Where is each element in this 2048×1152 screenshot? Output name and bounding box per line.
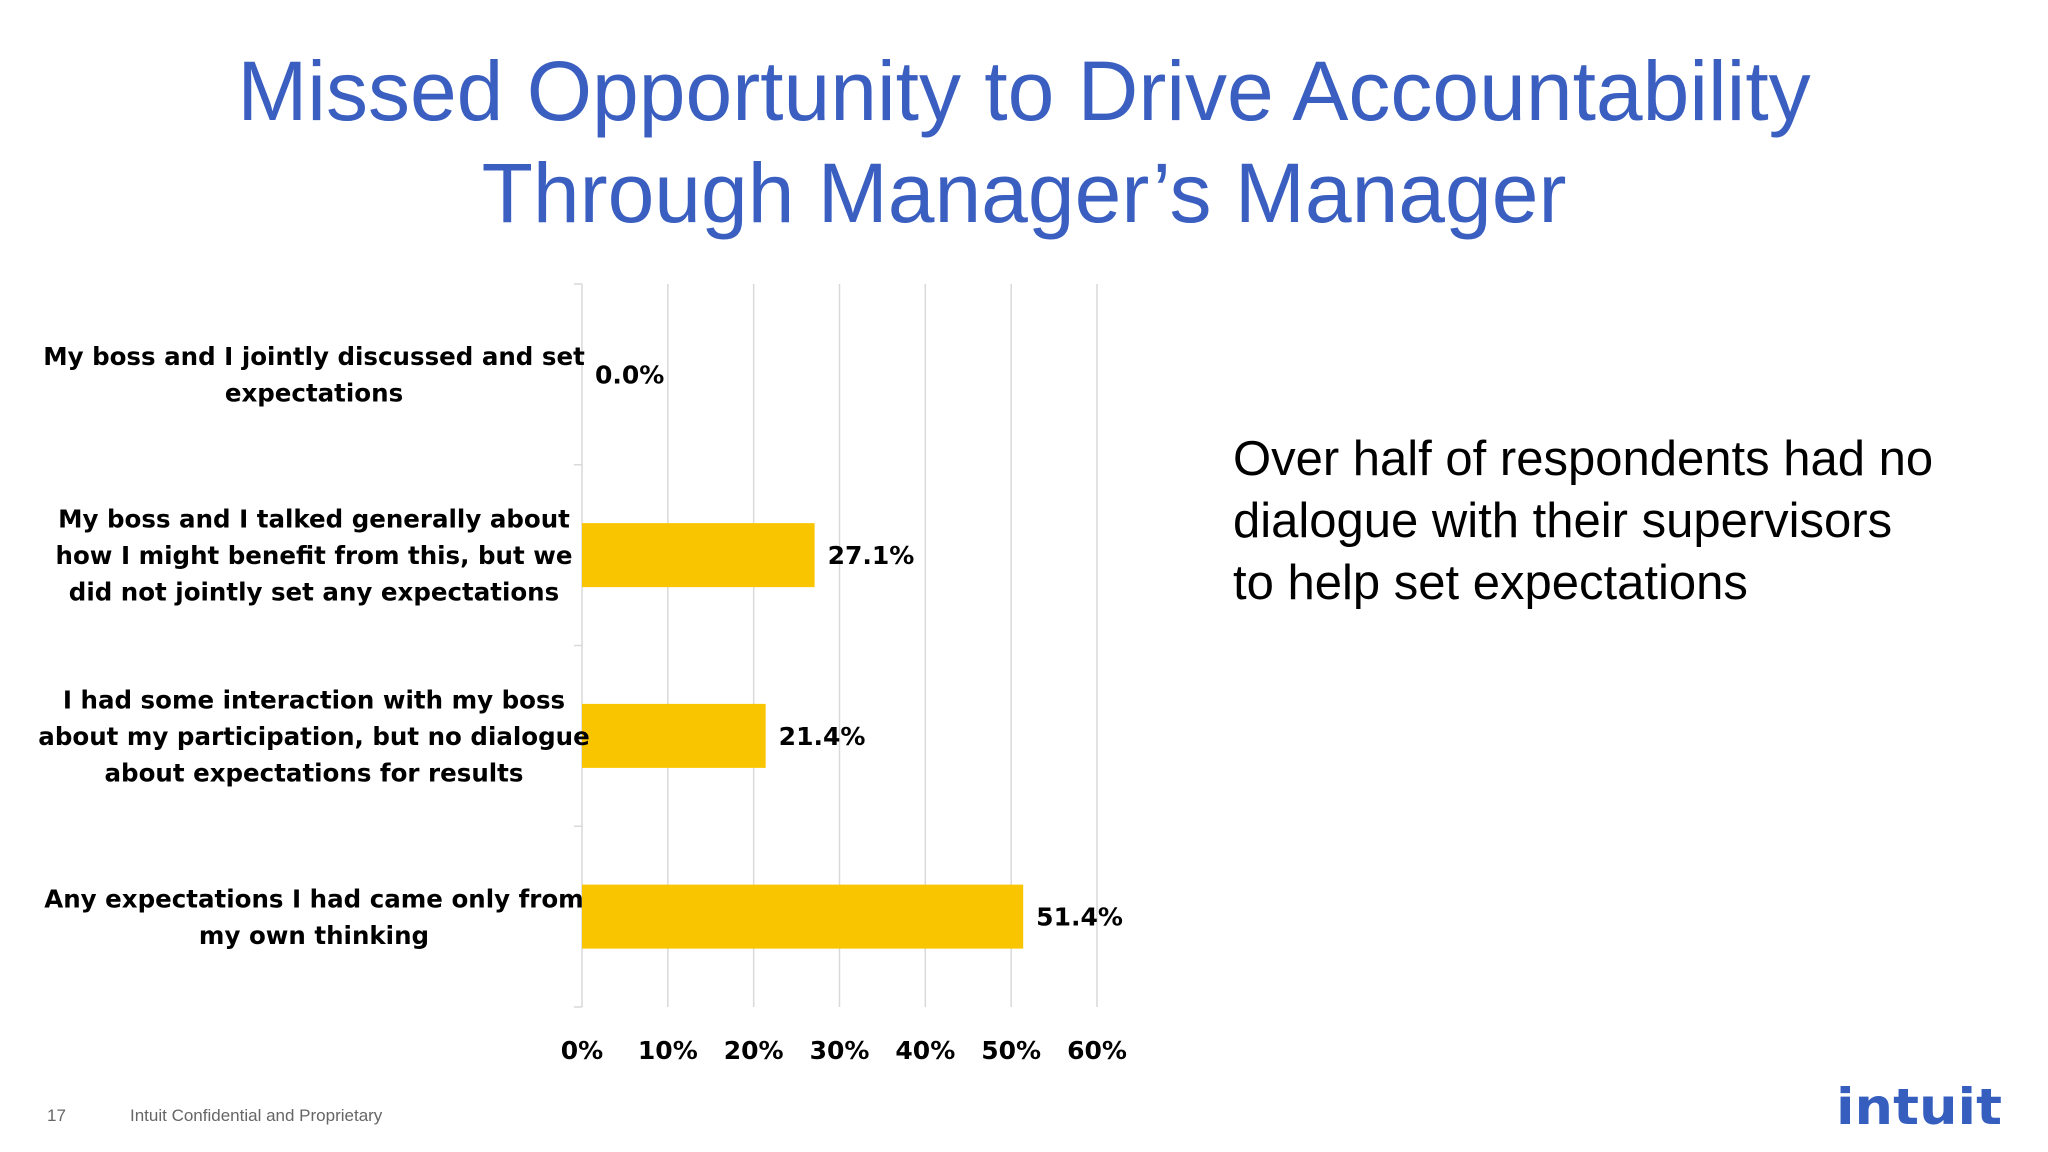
callout-text: Over half of respondents had no dialogue… <box>1233 428 2013 614</box>
data-label: 51.4% <box>1036 903 1123 932</box>
x-tick-label: 40% <box>895 1036 955 1065</box>
category-label: I had some interaction with my boss about… <box>38 685 589 787</box>
x-tick-label: 30% <box>810 1036 870 1065</box>
x-tick-label: 60% <box>1067 1036 1127 1065</box>
category-label-line: Any expectations I had came only from <box>44 884 583 913</box>
bar <box>582 884 1024 949</box>
category-label: My boss and I talked generally about how … <box>56 505 573 607</box>
callout-line-3: to help set expectations <box>1233 556 1748 610</box>
data-label: 21.4% <box>779 722 866 751</box>
footer-confidential-text: Intuit Confidential and Proprietary <box>130 1106 383 1125</box>
category-label: My boss and I jointly discussed and set e… <box>43 342 585 408</box>
category-label: Any expectations I had came only from my … <box>44 884 583 950</box>
data-label: 0.0% <box>595 360 664 389</box>
x-tick-label: 10% <box>638 1036 698 1065</box>
slide-title-line-1: Missed Opportunity to Drive Accountabili… <box>237 44 1811 138</box>
callout-line-1: Over half of respondents had no <box>1233 432 1934 486</box>
bar <box>582 703 766 768</box>
slide-title-line-2: Through Manager’s Manager <box>481 146 1567 240</box>
category-label-line: expectations <box>225 379 403 408</box>
bar <box>582 523 815 588</box>
x-tick-label: 20% <box>724 1036 784 1065</box>
category-label-line: did not jointly set any expectations <box>69 578 559 607</box>
callout-line-2: dialogue with their supervisors <box>1233 494 1893 548</box>
intuit-logo-text: intuit <box>1836 1078 2002 1132</box>
category-label-line: about expectations for results <box>105 758 524 787</box>
category-label-line: My boss and I talked generally about <box>58 505 570 534</box>
data-label: 27.1% <box>828 541 915 570</box>
category-label-line: about my participation, but no dialogue <box>38 722 589 751</box>
category-label-line: I had some interaction with my boss <box>63 685 565 714</box>
x-tick-label: 0% <box>561 1036 603 1065</box>
category-label-line: my own thinking <box>199 921 429 950</box>
category-label-line: how I might benefit from this, but we <box>56 541 573 570</box>
slide-title: Missed Opportunity to Drive Accountabili… <box>0 40 2048 244</box>
category-label-line: My boss and I jointly discussed and set <box>43 342 585 371</box>
x-tick-label: 50% <box>981 1036 1041 1065</box>
slide-number: 17 <box>47 1106 66 1125</box>
intuit-logo: intuit <box>1836 1078 2002 1132</box>
